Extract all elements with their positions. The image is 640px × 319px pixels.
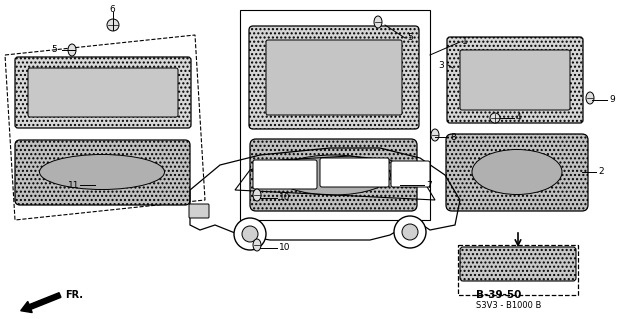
Circle shape [107, 19, 119, 31]
Text: 6: 6 [109, 4, 115, 13]
Text: 11: 11 [68, 181, 79, 189]
Text: FR.: FR. [65, 290, 83, 300]
Circle shape [490, 113, 500, 123]
FancyBboxPatch shape [460, 247, 576, 281]
FancyBboxPatch shape [266, 40, 402, 115]
FancyBboxPatch shape [447, 37, 583, 123]
FancyBboxPatch shape [391, 161, 430, 187]
FancyBboxPatch shape [28, 68, 178, 117]
Text: 7: 7 [426, 181, 432, 189]
Ellipse shape [374, 16, 382, 28]
FancyBboxPatch shape [249, 26, 419, 129]
Text: B-39-50: B-39-50 [476, 290, 522, 300]
Ellipse shape [68, 44, 76, 56]
FancyBboxPatch shape [320, 158, 389, 187]
FancyBboxPatch shape [189, 204, 209, 218]
Text: 5: 5 [51, 46, 57, 55]
Text: 9: 9 [609, 95, 615, 105]
Circle shape [242, 226, 258, 242]
Ellipse shape [253, 239, 261, 251]
Bar [458, 245, 578, 295]
Text: 2: 2 [598, 167, 604, 176]
Circle shape [234, 218, 266, 250]
Ellipse shape [40, 154, 164, 189]
Ellipse shape [586, 92, 594, 104]
Text: 4: 4 [516, 114, 522, 122]
Circle shape [394, 216, 426, 248]
FancyBboxPatch shape [15, 140, 190, 205]
Ellipse shape [431, 129, 439, 141]
Ellipse shape [275, 155, 390, 195]
Text: 8: 8 [450, 132, 456, 142]
FancyArrow shape [20, 293, 61, 313]
Circle shape [402, 224, 418, 240]
FancyBboxPatch shape [460, 50, 570, 110]
FancyBboxPatch shape [250, 139, 417, 211]
Ellipse shape [472, 150, 562, 195]
Text: 1: 1 [462, 38, 468, 47]
Text: S3V3 - B1000 B: S3V3 - B1000 B [476, 301, 541, 310]
Text: 10: 10 [279, 194, 291, 203]
Text: 5: 5 [407, 33, 413, 42]
Text: 10: 10 [279, 243, 291, 253]
FancyBboxPatch shape [446, 134, 588, 211]
FancyBboxPatch shape [253, 160, 317, 189]
Ellipse shape [253, 189, 261, 201]
Text: 3: 3 [438, 61, 444, 70]
FancyBboxPatch shape [15, 57, 191, 128]
